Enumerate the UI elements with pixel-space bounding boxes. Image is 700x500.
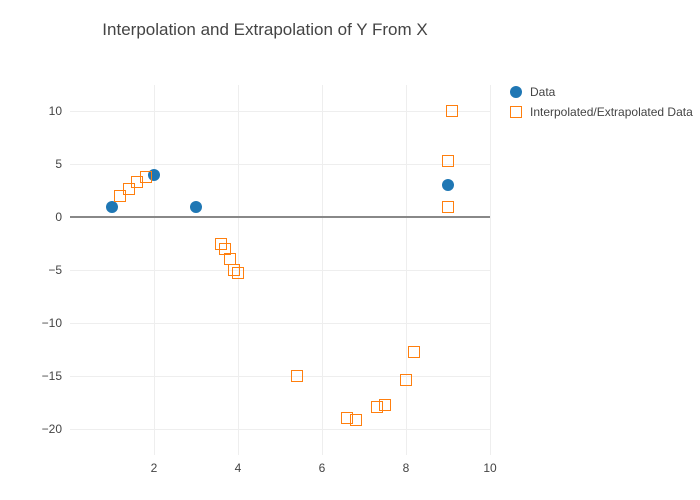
zero-line <box>70 216 490 218</box>
data-marker <box>350 414 362 426</box>
data-marker <box>379 399 391 411</box>
x-tick-label: 8 <box>403 461 410 475</box>
grid-line-horizontal <box>70 270 490 271</box>
chart-title: Interpolation and Extrapolation of Y Fro… <box>0 20 530 40</box>
legend-item[interactable]: Interpolated/Extrapolated Data <box>510 105 693 119</box>
data-marker <box>442 155 454 167</box>
x-tick-label: 10 <box>483 461 496 475</box>
y-tick-label: −15 <box>42 369 62 383</box>
legend-label: Data <box>530 85 555 99</box>
x-tick-label: 6 <box>319 461 326 475</box>
grid-line-horizontal <box>70 376 490 377</box>
chart-container: Interpolation and Extrapolation of Y Fro… <box>0 0 700 500</box>
y-tick-label: −10 <box>42 316 62 330</box>
data-marker <box>106 201 118 213</box>
legend-item[interactable]: Data <box>510 85 693 99</box>
y-tick-label: −20 <box>42 422 62 436</box>
data-marker <box>232 267 244 279</box>
legend-label: Interpolated/Extrapolated Data <box>530 105 693 119</box>
x-tick-label: 2 <box>151 461 158 475</box>
data-marker <box>442 179 454 191</box>
grid-line-horizontal <box>70 323 490 324</box>
y-tick-label: 0 <box>55 210 62 224</box>
data-marker <box>446 105 458 117</box>
y-tick-label: −5 <box>48 263 62 277</box>
grid-line-vertical <box>490 85 491 455</box>
data-marker <box>442 201 454 213</box>
data-marker <box>408 346 420 358</box>
grid-line-horizontal <box>70 164 490 165</box>
data-marker <box>190 201 202 213</box>
data-marker <box>291 370 303 382</box>
y-tick-label: 5 <box>55 157 62 171</box>
grid-line-horizontal <box>70 429 490 430</box>
data-marker <box>140 171 152 183</box>
legend-marker <box>510 106 522 118</box>
y-tick-label: 10 <box>49 104 62 118</box>
x-tick-label: 4 <box>235 461 242 475</box>
data-marker <box>400 374 412 386</box>
plot-area: 246810−20−15−10−50510 <box>70 85 490 455</box>
legend-marker <box>510 86 522 98</box>
legend: Data Interpolated/Extrapolated Data <box>510 85 693 125</box>
grid-line-horizontal <box>70 111 490 112</box>
